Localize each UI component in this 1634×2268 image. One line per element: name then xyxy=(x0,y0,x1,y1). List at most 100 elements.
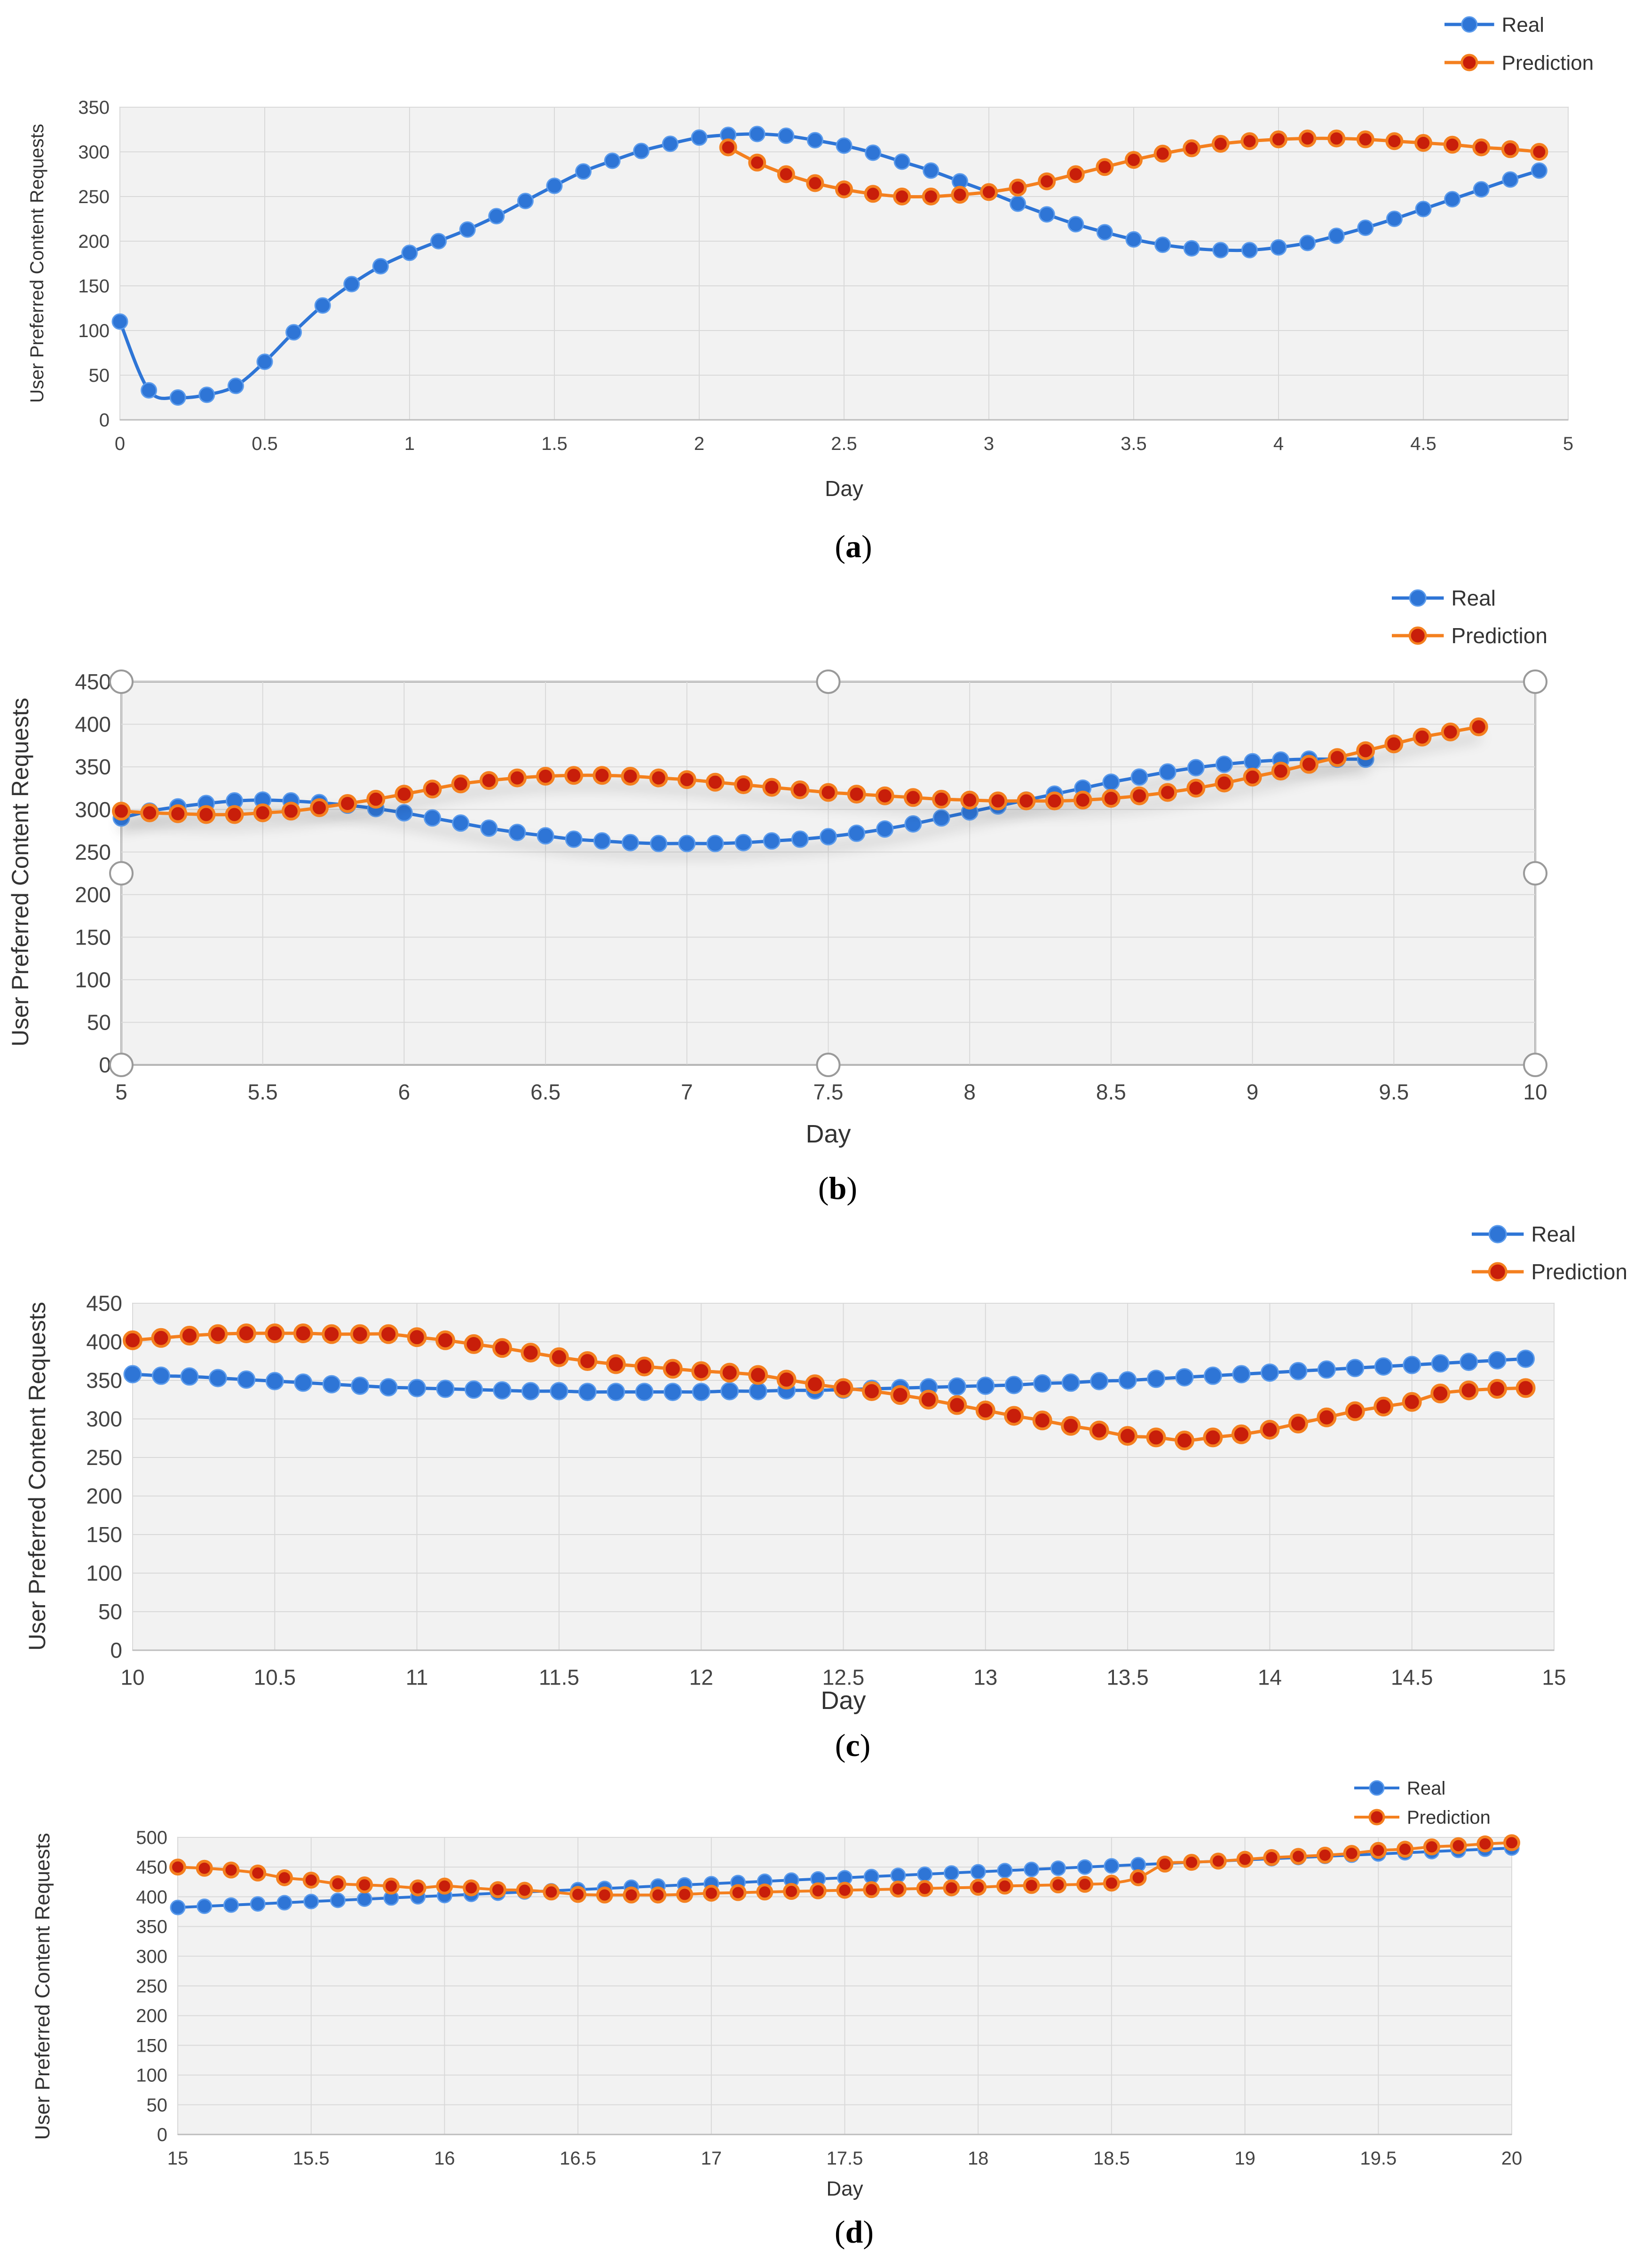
prediction-point xyxy=(1183,1854,1200,1871)
prediction-point xyxy=(281,802,300,821)
prediction-point xyxy=(112,802,131,821)
real-point xyxy=(408,1378,426,1397)
real-point xyxy=(1050,1860,1066,1876)
prediction-point xyxy=(507,768,527,788)
prediction-point xyxy=(762,778,781,797)
legend-real-label: Real xyxy=(1531,1222,1576,1246)
y-tick-label: 500 xyxy=(136,1827,167,1848)
x-tick-label: 20 xyxy=(1501,2148,1523,2169)
y-tick-label: 350 xyxy=(78,97,110,118)
real-point xyxy=(876,820,894,838)
prediction-point xyxy=(265,1323,285,1343)
real-point xyxy=(836,137,853,154)
panel-label-letter: a xyxy=(845,528,861,564)
x-tick-label: 10 xyxy=(120,1665,144,1690)
prediction-point xyxy=(592,766,612,785)
legend: Real Prediction xyxy=(1445,13,1594,74)
x-tick-label: 0.5 xyxy=(252,433,278,454)
real-point xyxy=(424,809,442,827)
panel-label-close: ) xyxy=(863,2214,874,2250)
prediction-point xyxy=(1459,1380,1479,1401)
prediction-point xyxy=(382,1877,400,1895)
prediction-point xyxy=(1130,786,1149,805)
prediction-point xyxy=(776,1370,797,1390)
prediction-point xyxy=(960,790,979,810)
real-point xyxy=(372,258,389,275)
x-tick-label: 4 xyxy=(1273,433,1284,454)
prediction-point xyxy=(980,183,998,201)
prediction-point xyxy=(1345,1401,1365,1421)
prediction-point xyxy=(676,1886,694,1903)
prediction-point xyxy=(1209,1852,1227,1870)
real-point xyxy=(1130,768,1148,786)
y-tick-label: 400 xyxy=(136,1887,167,1907)
prediction-point xyxy=(1317,1407,1337,1427)
real-point xyxy=(1260,1363,1279,1382)
prediction-point xyxy=(1327,129,1346,148)
prediction-point xyxy=(168,804,188,823)
prediction-point xyxy=(1443,135,1461,154)
legend-prediction-label: Prediction xyxy=(1407,1807,1491,1828)
real-point xyxy=(1473,181,1490,198)
resize-handle xyxy=(816,1053,841,1077)
prediction-point xyxy=(790,780,810,800)
prediction-point xyxy=(249,1864,267,1882)
y-tick-label: 100 xyxy=(78,321,110,341)
prediction-point xyxy=(196,1859,213,1877)
prediction-point xyxy=(1260,1419,1280,1440)
x-tick-label: 13 xyxy=(973,1665,997,1690)
real-point xyxy=(917,1866,933,1882)
resize-handle xyxy=(109,1053,134,1077)
prediction-point xyxy=(1413,727,1432,747)
legend-real-label: Real xyxy=(1451,586,1496,610)
prediction-point xyxy=(691,1361,711,1381)
prediction-point xyxy=(407,1327,427,1347)
real-point xyxy=(1154,236,1171,253)
real-point xyxy=(1033,1374,1052,1393)
prediction-point xyxy=(819,783,838,802)
prediction-point xyxy=(253,803,272,822)
real-point xyxy=(976,1376,995,1395)
prediction-point xyxy=(169,1858,186,1876)
x-tick-label: 18.5 xyxy=(1093,2148,1130,2169)
legend-real-marker xyxy=(1461,16,1478,33)
prediction-point xyxy=(569,1886,587,1903)
prediction-point xyxy=(1125,151,1143,169)
real-point xyxy=(1090,1372,1109,1391)
real-point xyxy=(488,208,505,225)
prediction-point xyxy=(1156,1855,1174,1873)
prediction-point xyxy=(1487,1379,1508,1399)
prediction-point xyxy=(719,1362,740,1383)
prediction-point xyxy=(1356,130,1374,149)
real-point xyxy=(322,1375,341,1394)
prediction-point xyxy=(1175,1430,1195,1450)
prediction-point xyxy=(1066,165,1085,183)
panel-label-close: ) xyxy=(860,1727,871,1763)
y-tick-label: 250 xyxy=(78,187,110,207)
y-axis-label: User Preferred Content Requests xyxy=(31,1833,54,2140)
real-point xyxy=(890,1867,906,1883)
real-point xyxy=(1102,773,1120,791)
prediction-point xyxy=(1271,762,1290,781)
y-tick-label: 350 xyxy=(136,1917,167,1937)
x-axis-label: Day xyxy=(825,476,863,501)
prediction-series xyxy=(169,1834,1520,1904)
legend-prediction-label: Prediction xyxy=(1531,1260,1627,1284)
prediction-point xyxy=(492,1338,512,1358)
prediction-point xyxy=(435,1330,456,1350)
real-point xyxy=(1270,239,1287,256)
prediction-point xyxy=(1231,1424,1251,1444)
y-tick-label: 50 xyxy=(98,1599,122,1624)
prediction-point xyxy=(889,1880,907,1898)
resize-handle xyxy=(109,669,134,694)
real-point xyxy=(749,126,766,142)
prediction-point xyxy=(1414,134,1432,152)
prediction-point xyxy=(1441,722,1460,741)
x-tick-label: 18 xyxy=(968,2148,989,2169)
real-point xyxy=(1444,191,1461,208)
prediction-point xyxy=(748,1365,768,1385)
real-point xyxy=(198,386,215,403)
prediction-point xyxy=(1370,1842,1387,1859)
prediction-point xyxy=(1385,132,1404,150)
